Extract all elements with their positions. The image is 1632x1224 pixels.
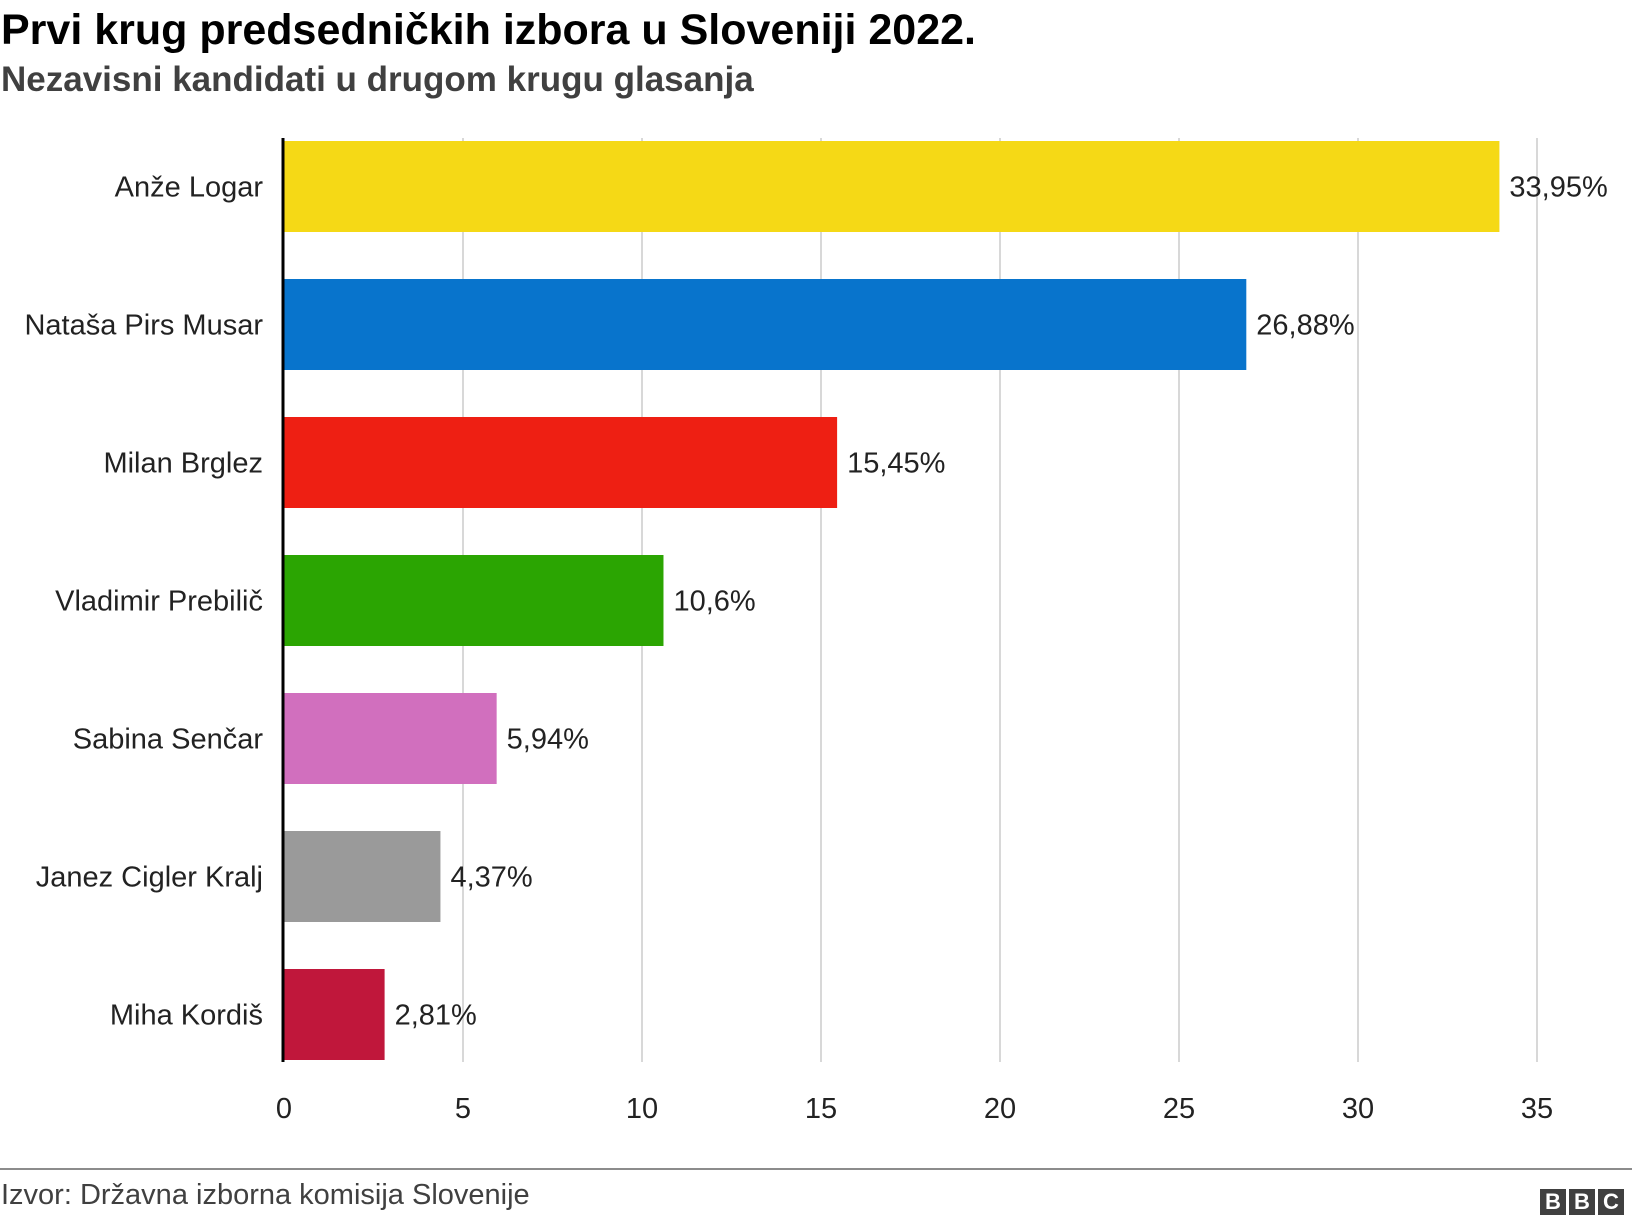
chart-title: Prvi krug predsedničkih izbora u Sloveni… [1, 6, 976, 54]
logo-letter: B [1540, 1189, 1566, 1215]
data-label: 15,45% [847, 448, 945, 480]
category-label: Nataša Pirs Musar [24, 310, 263, 342]
x-tick-label: 10 [626, 1093, 658, 1125]
bar [284, 417, 838, 508]
logo-letter: B [1569, 1189, 1595, 1215]
data-label: 10,6% [673, 586, 755, 618]
x-tick-label: 15 [805, 1093, 837, 1125]
bars [284, 141, 1500, 1060]
footer-divider [0, 1168, 1632, 1170]
data-label: 4,37% [450, 862, 532, 894]
data-label: 26,88% [1256, 310, 1354, 342]
category-label: Vladimir Prebilič [55, 586, 263, 618]
bar [284, 969, 385, 1060]
category-label: Anže Logar [115, 172, 264, 204]
logo-letter: C [1598, 1189, 1624, 1215]
bar-chart: 33,95% 26,88% 15,45% 10,6% 5,94% 4,37% 2,81% A… [24, 138, 1608, 1125]
x-tick-label: 20 [984, 1093, 1016, 1125]
bar [284, 279, 1247, 370]
x-tick-label: 5 [455, 1093, 471, 1125]
bar [284, 831, 441, 922]
chart-subtitle: Nezavisni kandidati u drugom krugu glasa… [1, 60, 754, 99]
category-label: Miha Kordiš [110, 1000, 263, 1032]
category-label: Janez Cigler Kralj [36, 862, 263, 894]
x-tick-label: 25 [1163, 1093, 1195, 1125]
x-tick-label: 35 [1521, 1093, 1553, 1125]
x-tick-label: 30 [1342, 1093, 1374, 1125]
category-label: Milan Brglez [103, 448, 263, 480]
category-label: Sabina Senčar [73, 724, 264, 756]
data-label: 33,95% [1509, 172, 1607, 204]
data-label: 2,81% [395, 1000, 477, 1032]
x-tick-label: 0 [276, 1093, 292, 1125]
data-label: 5,94% [507, 724, 589, 756]
bbc-logo: B B C [1540, 1189, 1624, 1215]
bar [284, 693, 497, 784]
category-labels: Anže Logar Nataša Pirs Musar Milan Brglez V… [24, 172, 263, 1032]
value-labels: 33,95% 26,88% 15,45% 10,6% 5,94% 4,37% 2,81% [395, 172, 1608, 1032]
source-note: Izvor: Državna izborna komisija Slovenij… [1, 1179, 530, 1211]
bar [284, 555, 664, 646]
bar [284, 141, 1500, 232]
x-axis-ticks: 0 5 10 15 20 25 30 35 [276, 1093, 1553, 1125]
